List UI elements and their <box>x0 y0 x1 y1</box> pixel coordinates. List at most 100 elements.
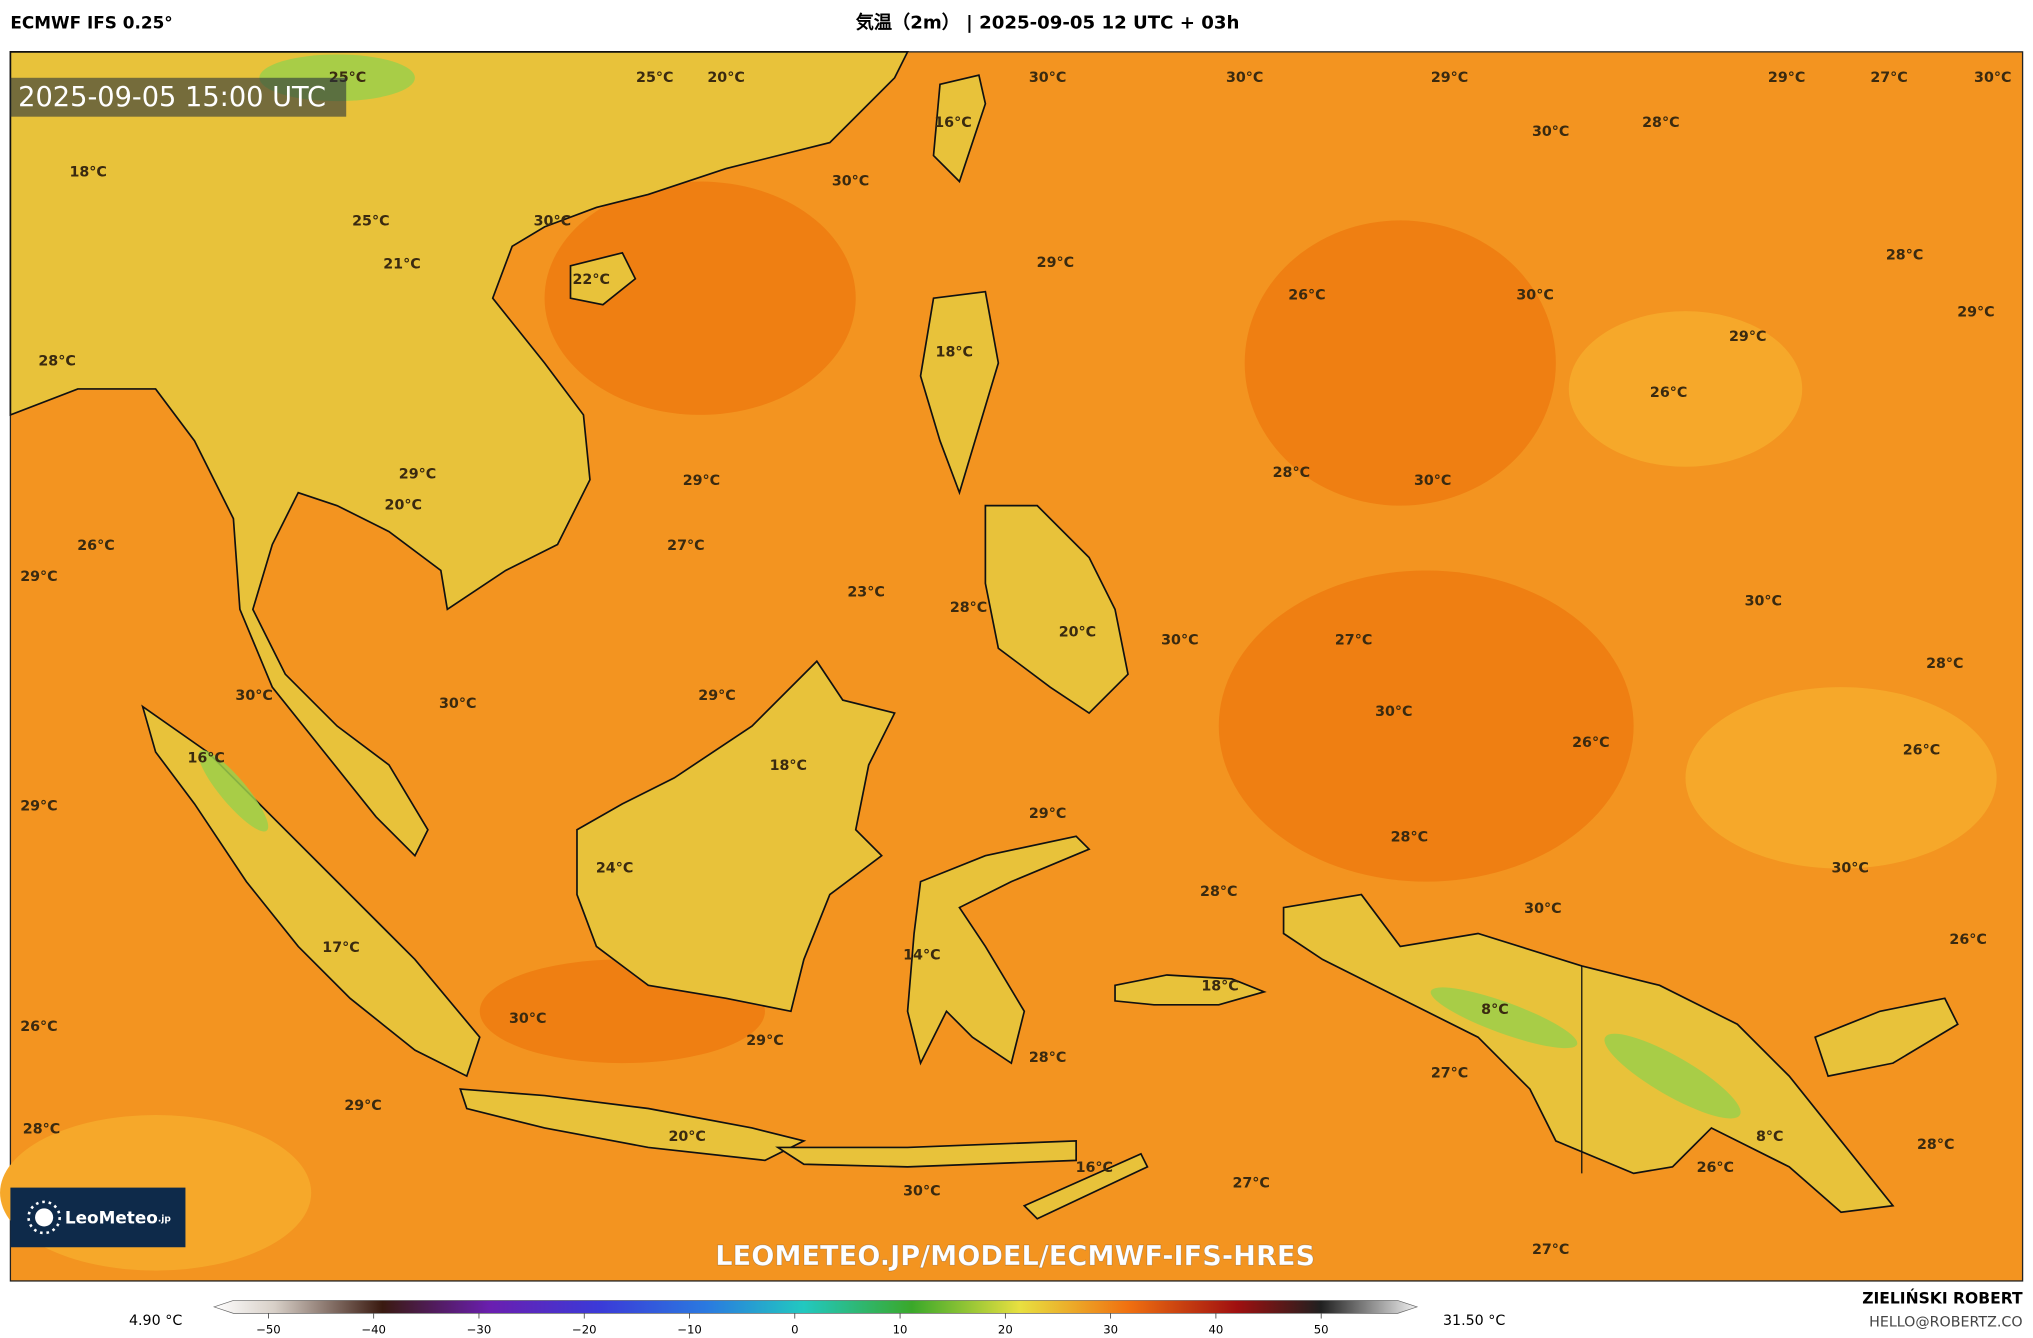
temp-label: 8°C <box>1756 1129 1784 1145</box>
map-title: 気温（2m） | 2025-09-05 12 UTC + 03h <box>856 11 1240 33</box>
temp-label: 29°C <box>1037 255 1074 271</box>
temp-label: 30°C <box>1375 704 1412 720</box>
temp-label: 29°C <box>20 569 57 585</box>
temp-label: 16°C <box>1076 1160 1113 1176</box>
cool-sea <box>1568 311 1803 467</box>
temp-label: 30°C <box>439 696 476 712</box>
temp-label: 25°C <box>352 214 389 230</box>
temp-label: 26°C <box>1650 385 1687 401</box>
temp-label: 30°C <box>1161 632 1198 648</box>
island <box>984 504 1129 715</box>
island <box>1114 974 1267 1006</box>
temp-label: 27°C <box>1870 70 1907 86</box>
temp-label: 8°C <box>1481 1002 1509 1018</box>
timestamp-box <box>10 77 347 117</box>
temp-label: 20°C <box>668 1129 705 1145</box>
temp-label: 28°C <box>1926 656 1963 672</box>
temp-label: 30°C <box>534 214 571 230</box>
warm-sea <box>1244 220 1556 506</box>
colorbar-tick-label: 30 <box>1103 1323 1118 1337</box>
legend-max: 31.50 °C <box>1443 1313 1505 1329</box>
logo-sun <box>35 1208 54 1227</box>
map-area: 25°C 25°C 20°C 30°C 30°C 29°C 29°C 27°C 30°C 16°C… <box>0 51 2024 1282</box>
temp-label: 29°C <box>1729 329 1766 345</box>
colorbar-tick-label: −30 <box>467 1323 492 1337</box>
highland <box>1430 987 1578 1049</box>
temp-label: 20°C <box>707 70 744 86</box>
island <box>932 74 987 184</box>
colorbar-tick-label: −40 <box>361 1323 386 1337</box>
temp-label: 27°C <box>667 538 704 554</box>
temp-label: 21°C <box>383 256 420 272</box>
mainland <box>9 51 909 858</box>
temp-label: 30°C <box>1974 70 2011 86</box>
temp-label: 30°C <box>1414 473 1451 489</box>
temp-label: 28°C <box>23 1121 60 1137</box>
temp-label: 28°C <box>1917 1137 1954 1153</box>
temp-label: 30°C <box>832 174 869 190</box>
temp-label: 20°C <box>1059 625 1096 641</box>
temp-label: 16°C <box>187 750 224 766</box>
temp-label: 29°C <box>344 1098 381 1114</box>
model-name: ECMWF IFS 0.25° <box>10 12 172 32</box>
island <box>576 659 896 1013</box>
logo-text: LeoMeteo.jp <box>65 1208 172 1228</box>
colorbar-tick-label: −10 <box>677 1323 702 1337</box>
legend-min: 4.90 °C <box>129 1313 182 1329</box>
temp-label: 18°C <box>936 345 973 361</box>
temp-label: 24°C <box>596 861 633 877</box>
temp-label: 29°C <box>1768 70 1805 86</box>
temp-label: 29°C <box>1957 304 1994 320</box>
temp-label: 27°C <box>1431 1066 1468 1082</box>
temp-label: 29°C <box>698 688 735 704</box>
warm-sea <box>1218 570 1634 882</box>
temp-label: 18°C <box>69 164 106 180</box>
temp-label: 30°C <box>1226 70 1263 86</box>
temp-label: 29°C <box>746 1033 783 1049</box>
temp-label: 30°C <box>509 1011 546 1027</box>
island <box>1814 997 1959 1078</box>
temp-label: 30°C <box>1524 901 1561 917</box>
island <box>919 290 1000 496</box>
colorbar-tick-label: −50 <box>256 1323 281 1337</box>
author-name: ZIELIŃSKI ROBERT <box>1862 1289 2023 1308</box>
island <box>569 251 637 306</box>
temp-label: 30°C <box>1745 594 1782 610</box>
temp-label: 30°C <box>1516 288 1553 304</box>
temp-label: 29°C <box>1431 70 1468 86</box>
temp-label: 28°C <box>38 354 75 370</box>
temp-label: 23°C <box>847 585 884 601</box>
logo-rays <box>27 1200 61 1235</box>
warm-sea <box>544 181 856 415</box>
colorbar-bar <box>212 1300 1419 1314</box>
temp-label: 28°C <box>1642 115 1679 131</box>
colorbar-tick-label: 50 <box>1314 1323 1329 1337</box>
temp-label: 30°C <box>903 1183 940 1199</box>
temp-label: 30°C <box>235 688 272 704</box>
temp-label: 25°C <box>636 70 673 86</box>
temp-label: 28°C <box>1029 1050 1066 1066</box>
temp-label: 30°C <box>1831 861 1868 877</box>
temp-label: 26°C <box>1572 735 1609 751</box>
colorbar-tick-label: −20 <box>572 1323 597 1337</box>
temp-label: 14°C <box>903 948 940 964</box>
island <box>1022 1152 1149 1220</box>
logo-suffix: .jp <box>158 1214 172 1224</box>
logo-name: LeoMeteo <box>65 1208 158 1228</box>
temp-label: 26°C <box>1949 932 1986 948</box>
island <box>1282 893 1895 1214</box>
temp-label: 18°C <box>770 758 807 774</box>
temp-label: 29°C <box>20 798 57 814</box>
temp-label: 30°C <box>1029 70 1066 86</box>
temp-label: 27°C <box>1335 632 1372 648</box>
timestamp: 2025-09-05 15:00 UTC <box>18 82 326 113</box>
colorbar-tick-label: 40 <box>1208 1323 1223 1337</box>
temp-label: 26°C <box>1288 288 1325 304</box>
temp-label: 28°C <box>1273 465 1310 481</box>
colorbar-tick-label: 0 <box>791 1323 798 1337</box>
author-email: HELLO@ROBERTZ.CO <box>1869 1314 2022 1330</box>
temp-label: 20°C <box>385 498 422 514</box>
temp-label: 26°C <box>77 538 114 554</box>
